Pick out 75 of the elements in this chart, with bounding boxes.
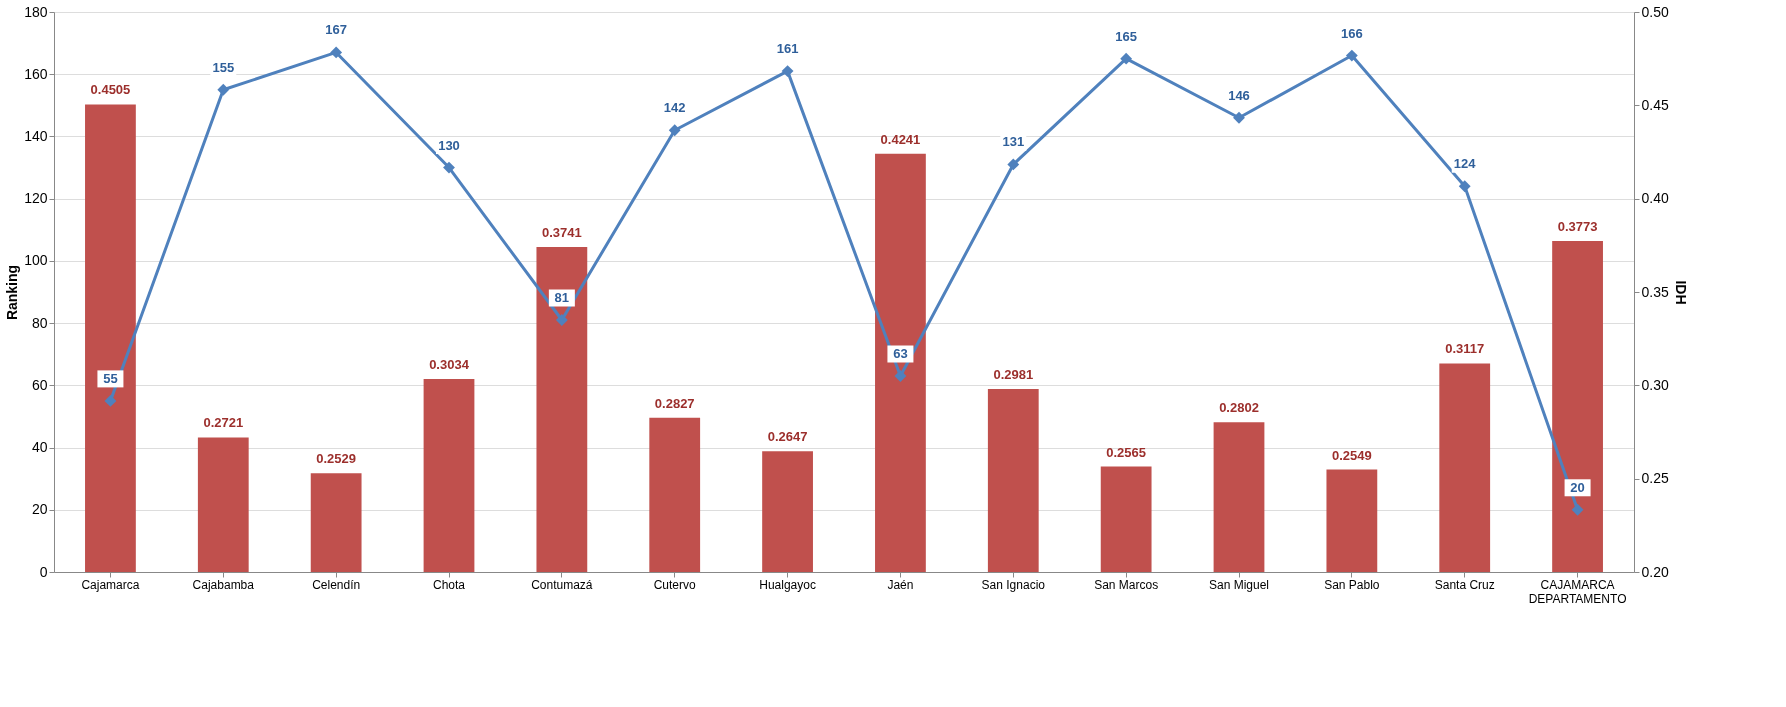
x-tick-label: Cutervo [653,577,697,592]
y-tick-label: 80 [31,314,48,331]
data-label: 146 [1228,87,1250,103]
data-label: 167 [325,22,347,38]
data-label: 124 [1453,156,1477,172]
data-label: 155 [212,59,235,75]
y-tick-label: 60 [31,376,48,393]
data-label: 166 [1341,25,1363,41]
y2-tick-label: 0.50 [1641,3,1669,20]
data-label: 55 [103,370,118,386]
y2-tick-label: 0.45 [1641,96,1669,113]
y2-tick-label: 0.30 [1641,376,1669,393]
point [668,124,681,137]
x-tick-label: San Ignacio [981,577,1046,592]
data-label: 131 [1002,134,1025,150]
data-label: 0.3773 [1557,219,1598,235]
y-tick-label: 180 [24,3,48,20]
data-label: 0.3034 [429,356,470,372]
data-label: 81 [554,290,570,305]
point [555,314,568,326]
data-label: 0.2529 [316,451,357,467]
point [1571,503,1584,516]
data-label: 0.2827 [654,395,695,411]
data-label: 0.2647 [767,429,808,445]
data-label: 142 [663,100,686,116]
x-tick-label: CAJAMARCA DEPARTAMENTO [1528,577,1627,606]
y-axis-title: Ranking [4,264,21,321]
y-tick-label: 40 [31,439,48,456]
data-label: 161 [776,41,799,57]
point [1345,49,1358,62]
y-tick-label: 140 [24,127,48,144]
x-tick-label: Cajamarca [81,577,140,592]
y2-tick-label: 0.25 [1641,470,1669,487]
point [443,161,455,174]
point [104,394,117,407]
point [1458,180,1471,193]
y2-tick-label: 0.35 [1641,283,1669,300]
data-label: 165 [1115,28,1137,44]
data-label: 0.3117 [1445,341,1485,357]
point [894,370,907,382]
x-tick-label: San Marcos [1094,577,1159,592]
data-label: 0.2721 [203,415,244,431]
data-label: 0.4505 [90,82,131,98]
x-tick-label: Chota [432,577,466,592]
y-tick-label: 20 [31,501,48,518]
x-tick-label: Celendín [312,577,361,592]
data-label: 0.2802 [1219,400,1259,416]
point [1007,158,1020,171]
point [1120,52,1133,65]
point [217,83,230,96]
y2-tick-label: 0.40 [1641,190,1669,207]
point [1233,111,1245,124]
x-tick-label: San Pablo [1324,577,1380,592]
y-tick-label: 120 [24,190,48,207]
data-label: 130 [438,137,460,153]
x-tick-label: Jaén [887,577,914,592]
x-tick-label: Cajabamba [192,577,255,592]
y-tick-label: 100 [24,252,48,269]
x-tick-label: San Miguel [1208,577,1270,592]
data-label: 0.4241 [880,131,921,147]
data-label: 0.2981 [993,366,1034,382]
data-label: 0.2549 [1331,447,1372,463]
y2-tick-label: 0.20 [1641,563,1669,580]
data-label: 20 [1570,479,1585,495]
point [781,65,794,78]
y2-axis-title: IDH [1672,280,1689,305]
point [330,46,343,59]
x-tick-label: Santa Cruz [1434,577,1495,592]
x-tick-label: Contumazá [531,577,593,592]
x-tick-label: Hualgayoc [759,577,816,592]
data-label: 63 [893,346,908,361]
y-tick-label: 0 [39,563,48,580]
y-tick-label: 160 [24,65,48,82]
data-label: 0.3741 [541,225,582,241]
data-label: 0.2565 [1106,444,1147,460]
